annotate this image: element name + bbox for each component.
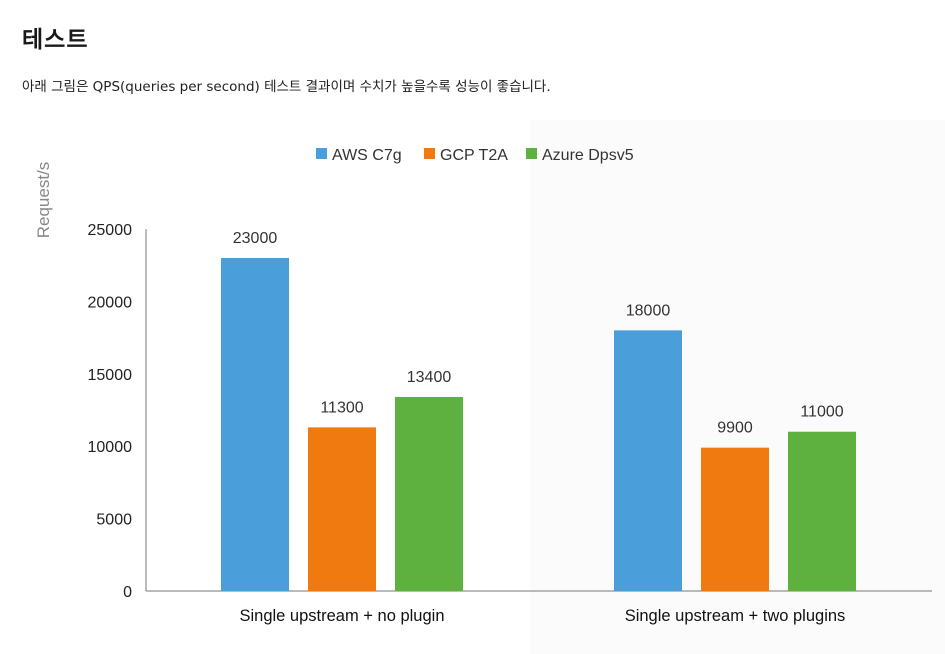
y-tick-label: 20000 [88,294,133,311]
x-category-label: Single upstream + two plugins [625,607,846,625]
bar-value-label: 9900 [717,420,753,437]
legend-label: AWS C7g [332,147,402,164]
x-axis-labels: Single upstream + no plugin Single upstre… [239,607,845,625]
y-axis-label: Request/s [34,162,53,239]
y-tick-label: 10000 [88,439,133,456]
chart-legend: AWS C7g GCP T2A Azure Dpsv5 [316,147,634,164]
bar-value-label: 13400 [407,369,452,386]
bar-gcp-t2a [308,427,376,591]
bar-value-label: 23000 [233,230,278,247]
bar-azure-dpsv5 [395,396,463,591]
legend-swatch [526,148,537,159]
y-axis-ticks: 0 5000 10000 15000 20000 25000 [88,222,133,601]
y-tick-label: 15000 [88,367,133,384]
description-text: 아래 그림은 QPS(queries per second) 테스트 결과이며 … [22,79,551,95]
bar-value-label: 11000 [800,404,843,421]
legend-label: GCP T2A [440,147,508,164]
y-tick-label: 25000 [88,222,133,239]
bars-group: 23000 11300 13400 18000 9900 11000 [221,230,856,591]
y-tick-label: 5000 [96,512,132,529]
bar-value-label: 11300 [320,399,363,416]
bar-azure-dpsv5 [788,431,856,591]
legend-swatch [316,148,327,159]
y-tick-label: 0 [123,584,132,601]
legend-swatch [424,148,435,159]
x-category-label: Single upstream + no plugin [239,607,444,625]
bar-aws-c7g [614,330,682,591]
bar-gcp-t2a [701,447,769,591]
bar-value-label: 18000 [626,302,671,319]
page-title: 테스트 [22,27,89,53]
legend-label: Azure Dpsv5 [542,147,634,164]
bar-aws-c7g [221,257,289,591]
